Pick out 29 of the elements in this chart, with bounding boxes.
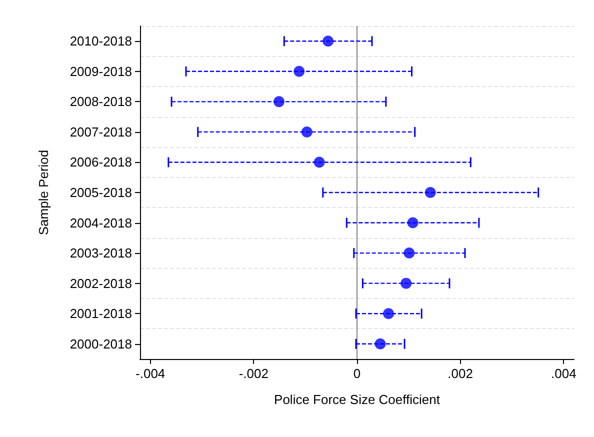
point: [273, 96, 284, 108]
point: [424, 187, 436, 198]
point: [374, 338, 386, 350]
y-tick-label: 2005-2018: [70, 185, 132, 200]
x-tick-label: -.002: [238, 366, 268, 381]
point: [294, 66, 305, 77]
y-tick-label: 2003-2018: [70, 246, 132, 261]
point: [407, 217, 418, 228]
y-tick-label: 2000-2018: [70, 336, 132, 352]
x-tick-label: .002: [448, 366, 473, 381]
x-tick-label: 0: [353, 366, 361, 381]
y-tick-label: 2010-2018: [70, 34, 132, 49]
y-tick-label: 2007-2018: [70, 124, 132, 140]
y-tick-label: 2009-2018: [70, 64, 132, 79]
y-tick-label: 2001-2018: [70, 306, 132, 322]
y-axis-title: Sample Period: [36, 150, 51, 236]
x-tick-label: -.004: [136, 366, 166, 381]
point: [314, 156, 325, 168]
x-tick-label: .004: [551, 366, 576, 381]
y-tick-label: 2008-2018: [70, 94, 132, 110]
point: [301, 126, 312, 138]
point: [400, 278, 412, 289]
x-axis-title: Police Force Size Coefficient: [274, 392, 440, 407]
y-tick-label: 2006-2018: [70, 154, 132, 170]
point: [404, 248, 415, 259]
y-tick-label: 2002-2018: [70, 276, 132, 291]
y-tick-label: 2004-2018: [70, 215, 132, 230]
point: [383, 308, 394, 320]
point: [322, 36, 334, 47]
